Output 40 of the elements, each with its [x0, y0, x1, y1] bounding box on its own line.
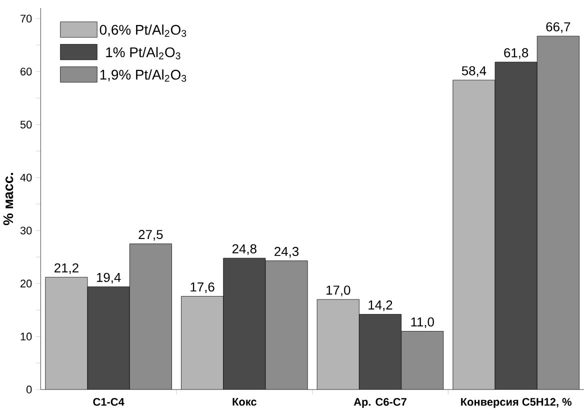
data-label: 11,0 — [411, 318, 434, 328]
data-label: 61,8 — [504, 48, 528, 60]
bar — [317, 300, 360, 390]
data-label: 19,4 — [96, 273, 121, 284]
y-axis-title: % масс. — [3, 173, 14, 226]
bar — [494, 62, 538, 390]
data-label: 66,7 — [546, 22, 570, 34]
x-tick-label: Кокс — [232, 398, 256, 406]
bar — [181, 296, 224, 390]
y-tick-label: 40 — [20, 174, 32, 182]
x-tick-label: Конверсия C5H12, % — [461, 398, 572, 408]
legend-label: 0,6% Pt/Al$_{2}$O$_{3}$ — [100, 24, 186, 38]
data-label: 24,8 — [232, 244, 256, 256]
y-tick-label: 30 — [20, 226, 32, 235]
y-tick-label: 0 — [26, 386, 32, 394]
bar — [130, 244, 172, 390]
data-label: 27,5 — [138, 230, 163, 241]
data-label: 17,6 — [190, 282, 214, 294]
y-tick-label: 70 — [20, 14, 32, 23]
bar — [223, 258, 266, 390]
x-tick-label: C1-C4 — [93, 398, 124, 406]
bar — [45, 277, 88, 390]
data-label: 14,2 — [368, 300, 392, 312]
data-label: 24,3 — [274, 247, 299, 258]
y-tick-label: 20 — [20, 280, 32, 288]
bar — [536, 36, 580, 390]
bar — [452, 80, 496, 390]
bar — [401, 331, 444, 390]
x-tick-label: Ар. C6-C7 — [354, 398, 406, 408]
legend-label: 1% Pt/Al$_{2}$O$_{3}$ — [106, 47, 180, 60]
bar — [88, 286, 130, 390]
legend-label: 1,9% Pt/Al$_{2}$O$_{3}$ — [100, 70, 186, 82]
data-label: 58,4 — [462, 66, 486, 78]
y-tick-label: 50 — [20, 120, 32, 129]
y-tick-label: 10 — [20, 332, 32, 341]
data-label: 21,2 — [54, 264, 78, 274]
bar — [265, 261, 308, 390]
y-tick-label: 60 — [20, 68, 32, 76]
bar — [359, 314, 402, 390]
data-label: 17,0 — [326, 286, 350, 297]
